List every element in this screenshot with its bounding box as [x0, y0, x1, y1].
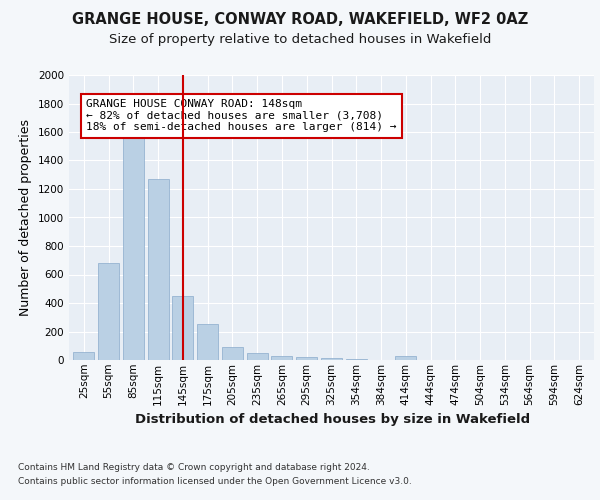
Bar: [172, 296, 193, 360]
Bar: [346, 358, 367, 360]
Text: Contains HM Land Registry data © Crown copyright and database right 2024.: Contains HM Land Registry data © Crown c…: [18, 462, 370, 471]
Text: GRANGE HOUSE CONWAY ROAD: 148sqm
← 82% of detached houses are smaller (3,708)
18: GRANGE HOUSE CONWAY ROAD: 148sqm ← 82% o…: [86, 99, 397, 132]
Bar: [197, 324, 218, 360]
Bar: [395, 356, 416, 360]
Bar: [73, 352, 94, 360]
Text: Size of property relative to detached houses in Wakefield: Size of property relative to detached ho…: [109, 32, 491, 46]
Bar: [222, 347, 243, 360]
Bar: [98, 263, 119, 360]
Bar: [247, 353, 268, 360]
Text: Contains public sector information licensed under the Open Government Licence v3: Contains public sector information licen…: [18, 478, 412, 486]
Text: Distribution of detached houses by size in Wakefield: Distribution of detached houses by size …: [136, 412, 530, 426]
Text: GRANGE HOUSE, CONWAY ROAD, WAKEFIELD, WF2 0AZ: GRANGE HOUSE, CONWAY ROAD, WAKEFIELD, WF…: [72, 12, 528, 28]
Bar: [296, 357, 317, 360]
Bar: [123, 128, 144, 360]
Bar: [148, 179, 169, 360]
Bar: [321, 358, 342, 360]
Y-axis label: Number of detached properties: Number of detached properties: [19, 119, 32, 316]
Bar: [271, 356, 292, 360]
